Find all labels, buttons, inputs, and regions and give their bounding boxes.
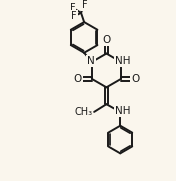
Text: O: O	[74, 74, 82, 84]
Text: CH₃: CH₃	[74, 107, 93, 117]
Text: F: F	[71, 11, 77, 21]
Text: NH: NH	[115, 106, 130, 116]
Text: F: F	[70, 3, 75, 13]
Text: N: N	[87, 56, 95, 66]
Text: O: O	[131, 74, 139, 84]
Text: F: F	[82, 0, 88, 10]
Text: O: O	[102, 35, 111, 45]
Text: NH: NH	[115, 56, 130, 66]
